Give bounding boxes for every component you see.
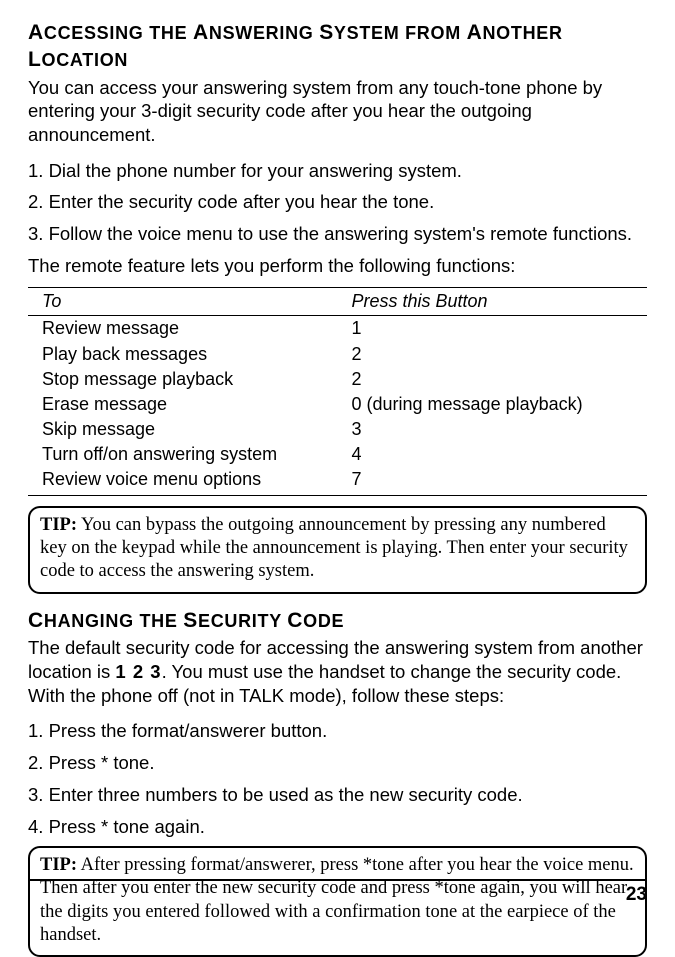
table-cell-action: Review voice menu options xyxy=(28,467,338,495)
list-item: 1. Press the format/answerer button. xyxy=(28,719,647,743)
tip-text: You can bypass the outgoing announcement… xyxy=(40,515,628,582)
table-cell-button: 3 xyxy=(338,417,648,442)
section1-intro: You can access your answering system fro… xyxy=(28,76,647,147)
page-number: 23 xyxy=(626,883,647,907)
remote-commands-table: To Press this Button Review message1Play… xyxy=(28,287,647,494)
section1-heading: ACCESSING THE ANSWERING SYSTEM FROM ANOT… xyxy=(28,20,647,74)
table-cell-button: 2 xyxy=(338,342,648,367)
list-item: 2. Enter the security code after you hea… xyxy=(28,190,647,214)
table-cell-button: 4 xyxy=(338,442,648,467)
list-item: 2. Press * tone. xyxy=(28,751,647,775)
list-item: 3. Follow the voice menu to use the answ… xyxy=(28,222,647,246)
list-item: 3. Enter three numbers to be used as the… xyxy=(28,783,647,807)
table-row: Stop message playback2 xyxy=(28,367,647,392)
table-cell-action: Play back messages xyxy=(28,342,338,367)
table-row: Review voice menu options7 xyxy=(28,467,647,495)
section1-followup: The remote feature lets you perform the … xyxy=(28,254,647,278)
table-cell-button: 1 xyxy=(338,316,648,342)
table-row: Review message1 xyxy=(28,316,647,342)
table-cell-action: Stop message playback xyxy=(28,367,338,392)
tip-label: TIP: xyxy=(40,515,77,535)
table-row: Play back messages2 xyxy=(28,342,647,367)
table-header-button: Press this Button xyxy=(338,288,648,316)
table-cell-button: 0 (during message playback) xyxy=(338,392,648,417)
tip-label: TIP: xyxy=(40,855,77,875)
tip-text: After pressing format/answerer, press *t… xyxy=(40,855,634,945)
table-cell-action: Skip message xyxy=(28,417,338,442)
table-border xyxy=(28,495,647,496)
table-cell-button: 7 xyxy=(338,467,648,495)
table-row: Erase message0 (during message playback) xyxy=(28,392,647,417)
tip-box-1: TIP: You can bypass the outgoing announc… xyxy=(28,506,647,594)
default-code: 1 2 3 xyxy=(115,661,161,682)
section2-heading: CHANGING THE SECURITY CODE xyxy=(28,608,647,635)
table-row: Turn off/on answering system4 xyxy=(28,442,647,467)
tip-box-2: TIP: After pressing format/answerer, pre… xyxy=(28,846,647,957)
page-rule xyxy=(28,879,647,881)
table-header-to: To xyxy=(28,288,338,316)
table-cell-action: Erase message xyxy=(28,392,338,417)
table-body: Review message1Play back messages2Stop m… xyxy=(28,316,647,495)
table-cell-action: Turn off/on answering system xyxy=(28,442,338,467)
table-row: Skip message3 xyxy=(28,417,647,442)
section2-steps: 1. Press the format/answerer button. 2. … xyxy=(28,719,647,838)
section1-steps: 1. Dial the phone number for your answer… xyxy=(28,159,647,246)
table-cell-action: Review message xyxy=(28,316,338,342)
list-item: 1. Dial the phone number for your answer… xyxy=(28,159,647,183)
section2-intro: The default security code for accessing … xyxy=(28,636,647,707)
table-cell-button: 2 xyxy=(338,367,648,392)
list-item: 4. Press * tone again. xyxy=(28,815,647,839)
